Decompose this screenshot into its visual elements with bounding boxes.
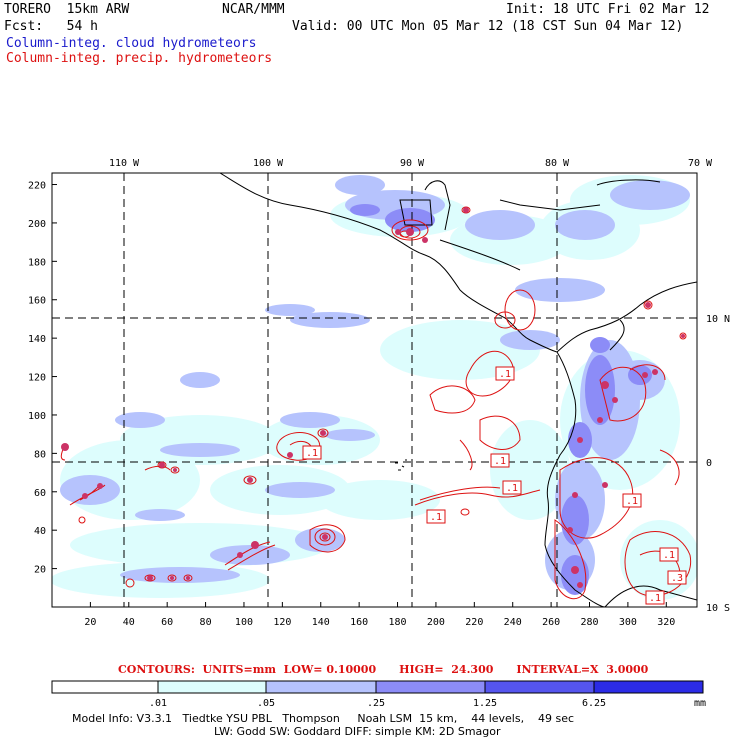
- x-tick-label: 320: [657, 617, 675, 628]
- y-tick-label: 40: [34, 526, 46, 537]
- svg-text:.1: .1: [494, 456, 506, 467]
- lat-label: 10 S: [706, 603, 730, 614]
- x-tick-label: 160: [350, 617, 368, 628]
- y-tick-label: 100: [28, 411, 46, 422]
- contour-label: .1: [622, 493, 642, 508]
- map-frame: [51, 172, 698, 608]
- y-tick-labels: 220 200 180 160 140 120 100 80 60 40 20: [28, 181, 46, 576]
- x-tick-label: 60: [161, 617, 173, 628]
- colorbar-label: .01: [149, 698, 167, 709]
- contour-label: .1: [502, 480, 522, 495]
- x-tick-label: 140: [312, 617, 330, 628]
- x-tick-labels: 20 40 60 80 100 120 140 160 180 200 220 240 260 280 30…: [84, 617, 675, 628]
- x-tick-label: 180: [389, 617, 407, 628]
- y-tick-label: 180: [28, 257, 46, 268]
- lon-label: 70 W: [688, 158, 713, 169]
- lon-labels: 110 W 100 W 90 W 80 W 70 W: [109, 158, 713, 169]
- x-tick-label: 80: [200, 617, 212, 628]
- x-tick-label: 220: [465, 617, 483, 628]
- y-tick-label: 220: [28, 181, 46, 192]
- colorbar-bin: [51, 680, 159, 694]
- colorbar-label: 6.25: [582, 698, 606, 709]
- y-tick-label: 80: [34, 449, 46, 460]
- lat-label: 0: [706, 458, 712, 469]
- colorbar-bin: [484, 680, 595, 694]
- x-tick-label: 100: [235, 617, 253, 628]
- lat-label: 10 N: [706, 314, 730, 325]
- colorbar-label: .05: [257, 698, 275, 709]
- x-tick-label: 120: [273, 617, 291, 628]
- tick-marks: [52, 184, 667, 607]
- coastlines: [219, 173, 697, 607]
- colorbar-bin: [157, 680, 267, 694]
- colorbar-label: 1.25: [473, 698, 497, 709]
- forecast-hour: Fcst: 54 h: [4, 19, 98, 34]
- valid-time: Valid: 00 UTC Mon 05 Mar 12 (18 CST Sun …: [292, 19, 684, 34]
- x-tick-label: 260: [542, 617, 560, 628]
- y-tick-label: 200: [28, 219, 46, 230]
- contour-label: .3: [667, 570, 687, 585]
- x-tick-label: 300: [619, 617, 637, 628]
- x-tick-label: 200: [427, 617, 445, 628]
- y-tick-label: 160: [28, 296, 46, 307]
- center-label: NCAR/MMM: [222, 2, 285, 17]
- svg-text:.1: .1: [306, 448, 318, 459]
- contour-label: .1: [0, 0, 12, 3]
- colorbar-unit: mm: [694, 698, 706, 709]
- contour-label: .1: [659, 547, 679, 562]
- lon-label: 90 W: [400, 158, 425, 169]
- contour-label: .1: [645, 590, 665, 605]
- contour-label: .1: [302, 445, 322, 460]
- lon-label: 110 W: [109, 158, 140, 169]
- contours-info: CONTOURS: UNITS=mm LOW= 0.10000 HIGH= 24…: [118, 663, 649, 676]
- svg-text:.1: .1: [499, 369, 511, 380]
- x-tick-label: 240: [504, 617, 522, 628]
- svg-text:.3: .3: [671, 573, 683, 584]
- svg-text:.1: .1: [626, 496, 638, 507]
- y-tick-label: 60: [34, 488, 46, 499]
- lon-label: 80 W: [545, 158, 570, 169]
- lon-label: 100 W: [253, 158, 284, 169]
- y-tick-label: 120: [28, 373, 46, 384]
- field-precip-label: Column-integ. precip. hydrometeors: [6, 51, 273, 66]
- x-tick-label: 40: [123, 617, 135, 628]
- y-tick-label: 20: [34, 565, 46, 576]
- cloud-shading: [52, 175, 697, 600]
- colorbar-bin: [593, 680, 704, 694]
- y-tick-label: 140: [28, 334, 46, 345]
- contour-label-group: .1 .1 .1 .1 .1 .1 .1 .1 .3 .1: [0, 0, 687, 605]
- x-tick-label: 20: [84, 617, 96, 628]
- colorbar-bin: [375, 680, 486, 694]
- lat-labels: 10 N 0 10 S: [706, 314, 730, 614]
- svg-text:.1: .1: [663, 550, 675, 561]
- model-title: TORERO 15km ARW: [4, 2, 130, 17]
- contour-label: .1: [495, 366, 515, 381]
- x-tick-label: 280: [580, 617, 598, 628]
- contour-label: .1: [490, 453, 510, 468]
- physics-info: LW: Godd SW: Goddard DIFF: simple KM: 2D…: [214, 725, 501, 738]
- model-info: Model Info: V3.3.1 Tiedtke YSU PBL Thomp…: [72, 712, 575, 725]
- svg-text:.1: .1: [506, 483, 518, 494]
- svg-text:.1: .1: [649, 593, 661, 604]
- contour-label: .1: [426, 509, 446, 524]
- colorbar-label: .25: [367, 698, 385, 709]
- init-time: Init: 18 UTC Fri 02 Mar 12: [506, 2, 710, 17]
- precip-cores: [61, 207, 685, 588]
- svg-text:.1: .1: [430, 512, 442, 523]
- colorbar: .01 .05 .25 1.25 6.25 mm: [51, 680, 706, 709]
- colorbar-bin: [265, 680, 377, 694]
- field-cloud-label: Column-integ. cloud hydrometeors: [6, 36, 257, 51]
